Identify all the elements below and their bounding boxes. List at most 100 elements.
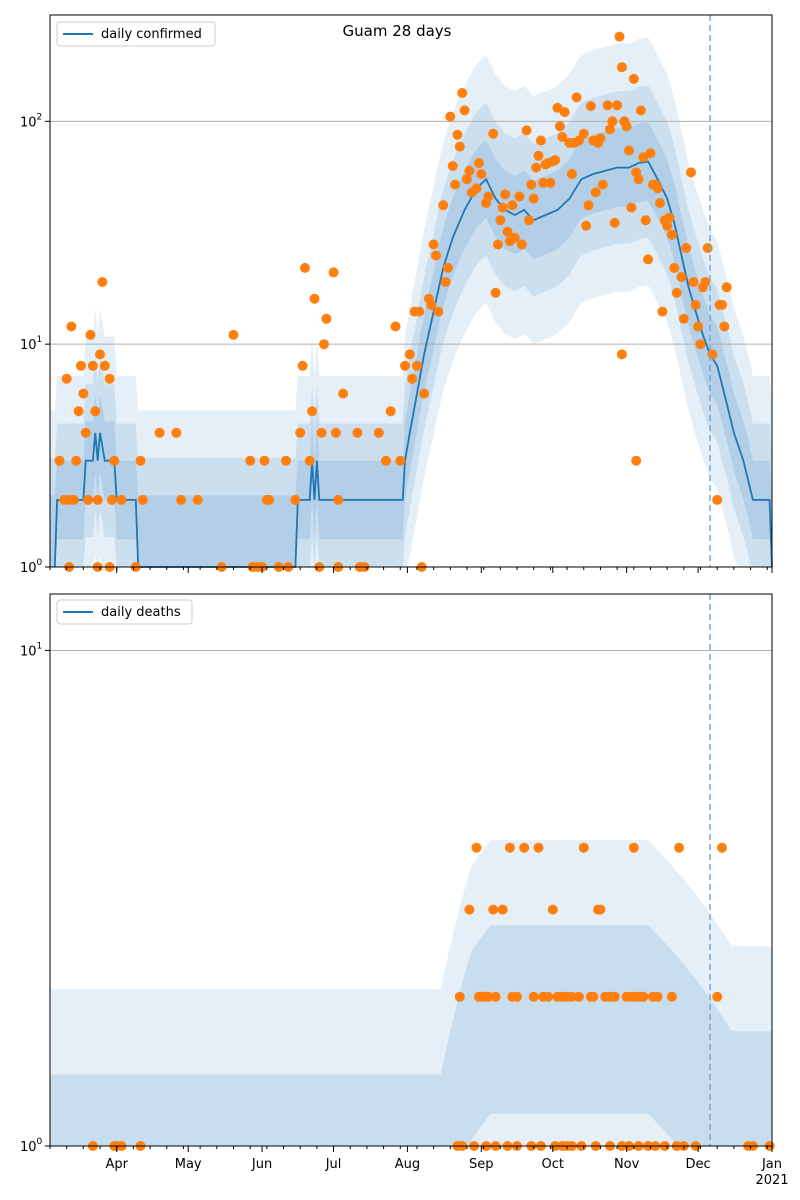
- data-point: [597, 179, 608, 190]
- data-point: [316, 427, 327, 438]
- data-point: [428, 239, 439, 250]
- data-point: [674, 842, 685, 853]
- data-point: [154, 427, 165, 438]
- data-point: [228, 329, 239, 340]
- data-point: [473, 158, 484, 168]
- data-point: [338, 388, 349, 399]
- data-point: [295, 427, 306, 438]
- data-point: [559, 107, 570, 118]
- data-point: [707, 349, 718, 360]
- data-point: [245, 455, 256, 466]
- y-tick-exponent: 1: [37, 335, 43, 345]
- data-point: [66, 321, 77, 332]
- data-point: [280, 455, 291, 466]
- y-tick-exponent: 0: [37, 1137, 43, 1147]
- uncertainty-band: [50, 37, 772, 568]
- data-point: [616, 62, 627, 73]
- data-point: [652, 991, 663, 1002]
- uncertainty-band: [50, 122, 772, 568]
- data-point: [400, 360, 410, 371]
- confirmed-legend-box: [56, 21, 216, 47]
- data-point: [495, 215, 506, 226]
- data-point: [626, 202, 637, 213]
- data-point: [676, 272, 687, 283]
- data-point: [87, 360, 98, 371]
- data-point: [419, 388, 430, 399]
- data-point: [538, 177, 549, 188]
- data-point: [550, 155, 561, 166]
- confirmed-legend: daily confirmed: [56, 21, 216, 47]
- data-point: [500, 189, 511, 200]
- data-point: [717, 299, 727, 310]
- data-point: [390, 321, 401, 332]
- confirmed-x-ticks: [49, 567, 773, 573]
- data-point: [476, 169, 487, 179]
- confirmed-gridlines: [50, 120, 772, 345]
- data-point: [137, 494, 148, 505]
- x-tick-label: Apr: [105, 1157, 128, 1172]
- data-point: [78, 388, 89, 399]
- data-point: [264, 494, 275, 505]
- data-point: [442, 262, 453, 273]
- data-point: [497, 904, 508, 915]
- chart-title: Guam 28 days: [343, 22, 452, 40]
- data-point: [628, 73, 639, 84]
- data-point: [628, 842, 639, 853]
- x-tick-label: Jun: [251, 1157, 272, 1172]
- data-point: [633, 174, 644, 185]
- x-tick-label: Jan: [761, 1157, 782, 1172]
- data-point: [85, 329, 96, 340]
- data-point: [554, 121, 565, 132]
- confirmed-observed-points: [54, 31, 732, 572]
- data-point: [588, 991, 599, 1002]
- data-point: [624, 145, 634, 156]
- data-point: [528, 991, 539, 1002]
- data-point: [192, 494, 203, 505]
- data-point: [92, 494, 103, 505]
- data-point: [666, 991, 677, 1002]
- data-point: [657, 306, 668, 317]
- data-point: [666, 229, 677, 240]
- data-point: [662, 220, 673, 231]
- data-point: [54, 455, 65, 466]
- deaths-axes-frame: [49, 593, 773, 1147]
- data-point: [414, 306, 425, 317]
- x-tick-label: Dec: [686, 1157, 711, 1172]
- data-point: [445, 111, 456, 122]
- data-point: [535, 135, 546, 146]
- data-point: [493, 239, 503, 250]
- data-point: [304, 455, 315, 466]
- x-tick-label: Jul: [325, 1157, 342, 1172]
- data-point: [655, 198, 665, 208]
- data-point: [516, 239, 527, 250]
- data-point: [107, 494, 117, 505]
- data-point: [595, 133, 606, 144]
- data-point: [490, 991, 501, 1002]
- data-point: [507, 200, 518, 211]
- data-point: [488, 904, 499, 915]
- data-point: [590, 187, 601, 198]
- data-point: [497, 202, 508, 213]
- data-point: [557, 132, 568, 142]
- data-point: [412, 360, 422, 371]
- data-point: [440, 277, 451, 287]
- data-point: [433, 306, 444, 317]
- data-point: [385, 406, 396, 417]
- data-point: [719, 321, 730, 332]
- data-point: [602, 100, 613, 111]
- data-point: [457, 88, 468, 98]
- x-tick-sublabel: 2021: [755, 1173, 788, 1188]
- deaths-observed-points: [87, 842, 775, 1151]
- data-point: [381, 455, 391, 466]
- data-point: [547, 904, 558, 915]
- data-point: [693, 321, 704, 332]
- data-point: [631, 455, 642, 466]
- x-tick-label: May: [175, 1157, 202, 1172]
- data-point: [99, 360, 110, 371]
- data-point: [640, 215, 651, 226]
- data-point: [454, 141, 465, 152]
- data-point: [521, 125, 532, 136]
- data-point: [76, 360, 86, 371]
